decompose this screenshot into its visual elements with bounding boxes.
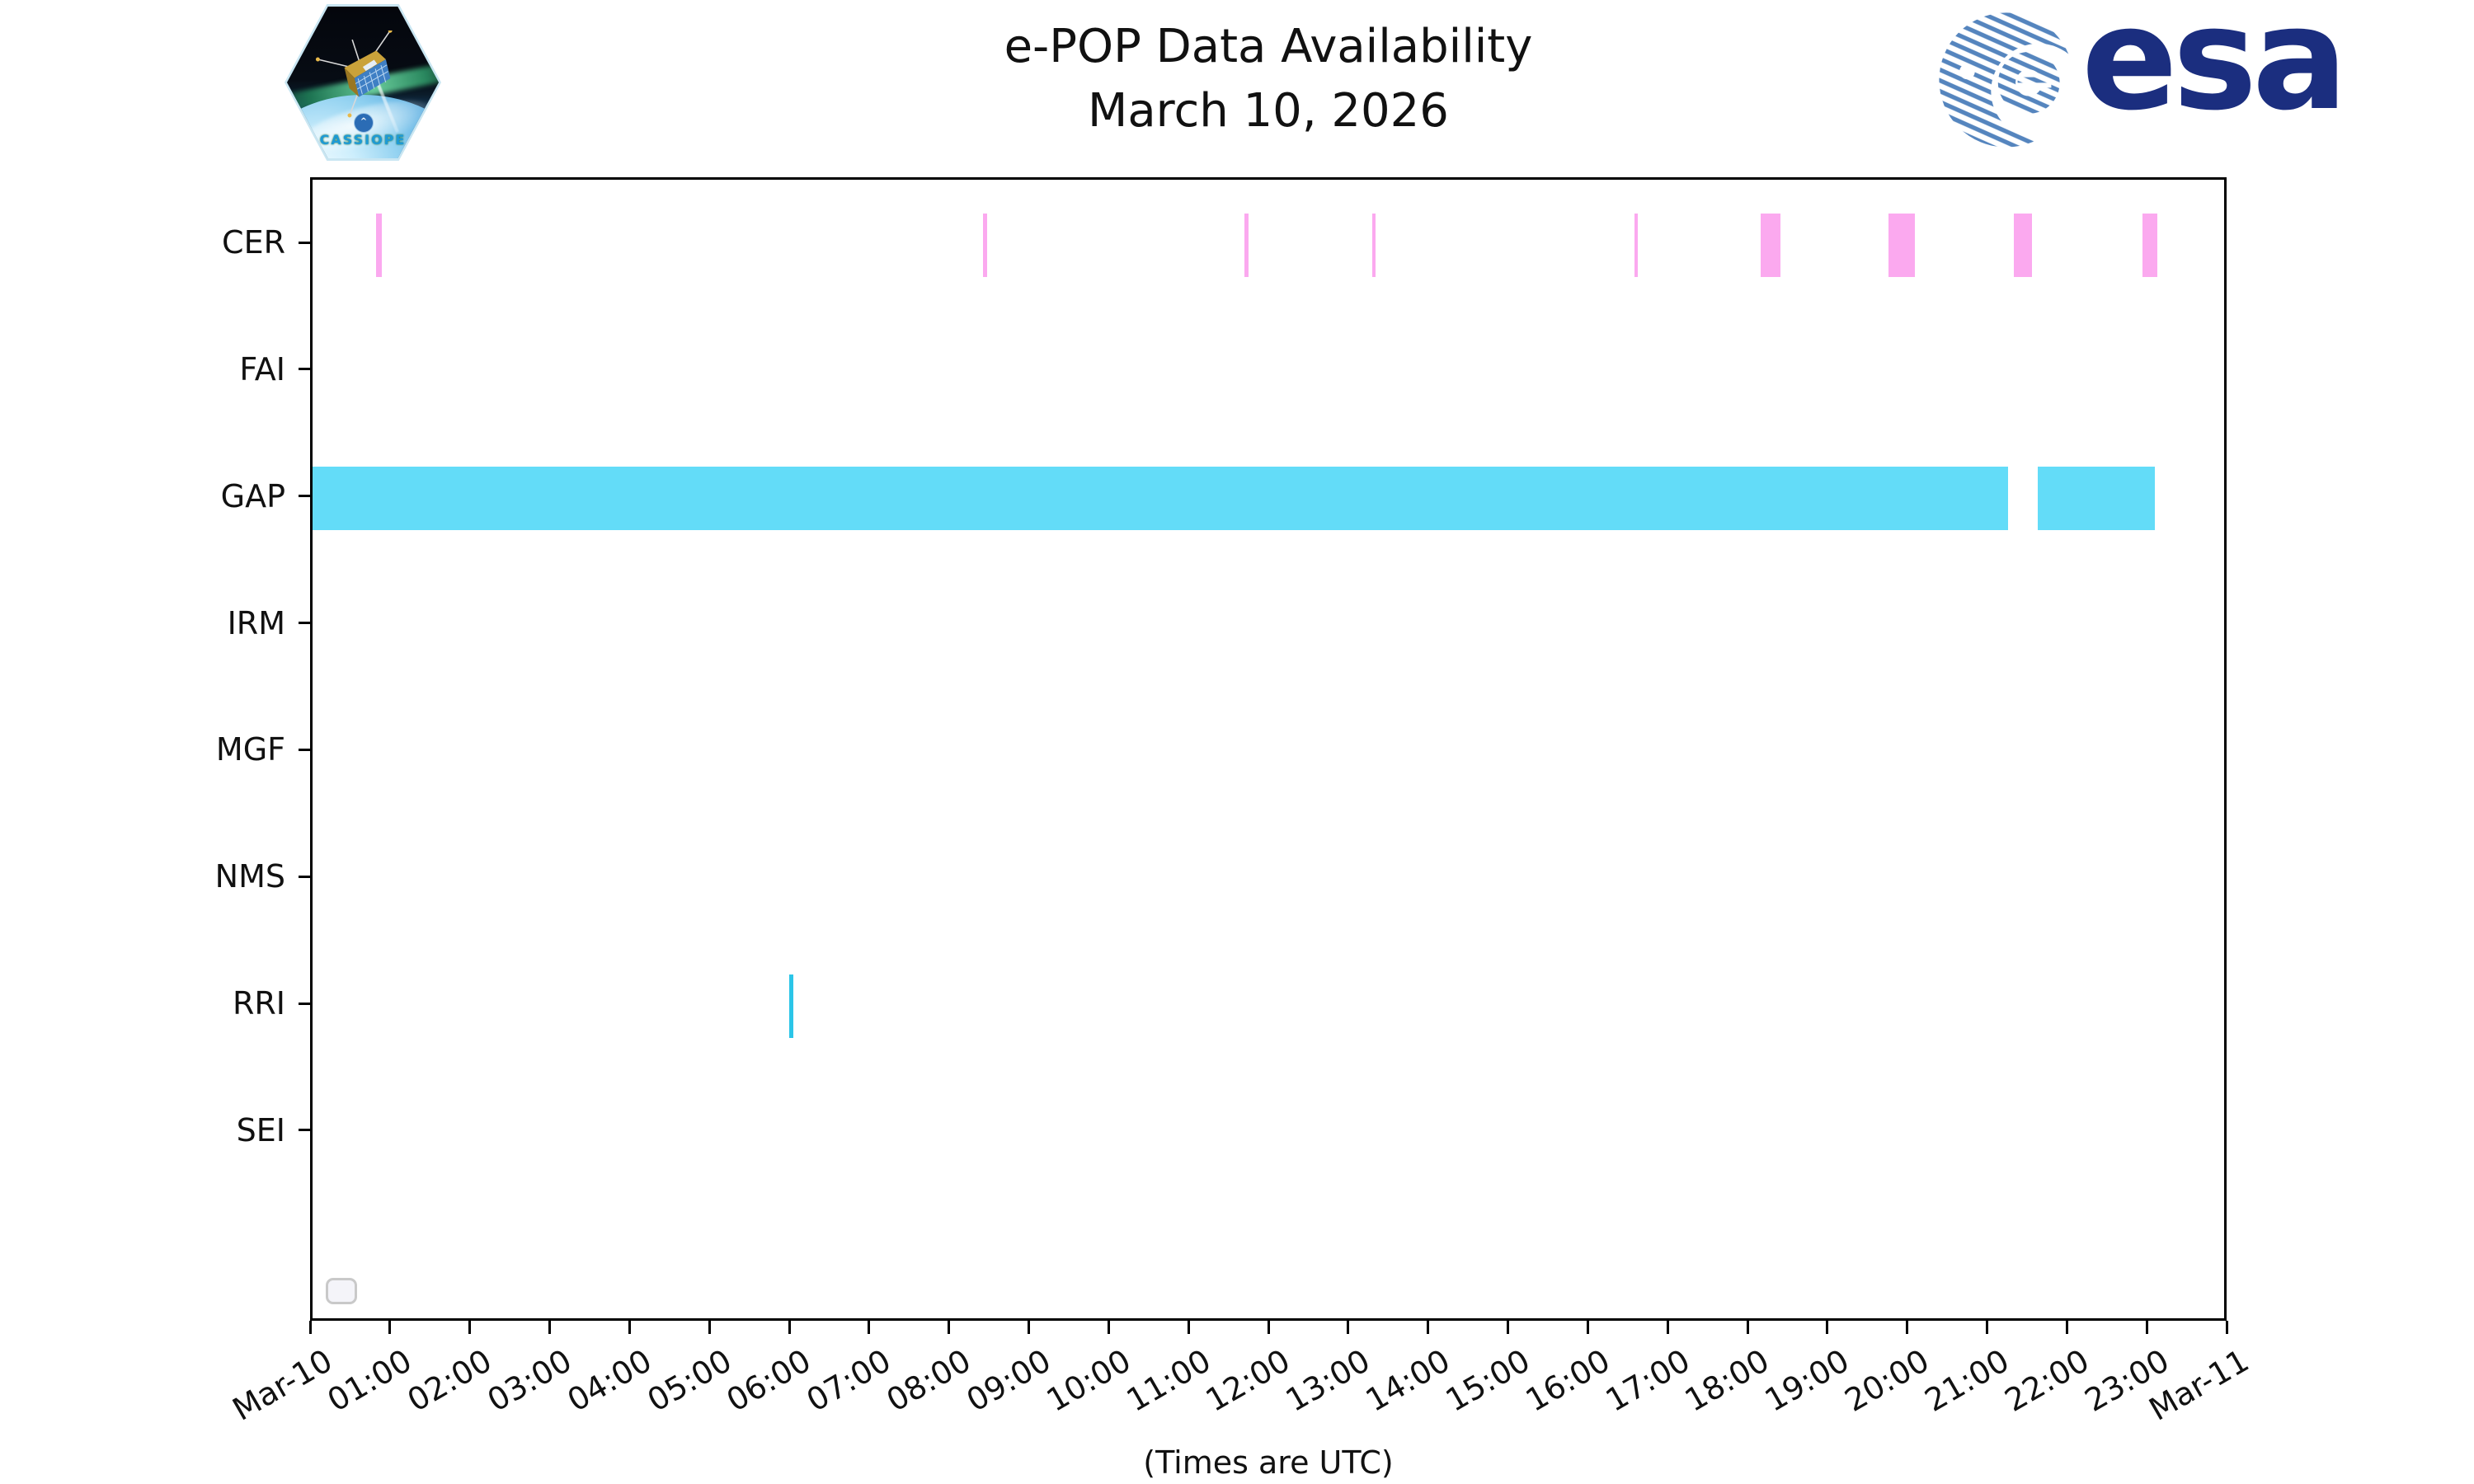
x-tick-mark: [388, 1321, 392, 1334]
x-tick-mark: [868, 1321, 871, 1334]
x-axis-caption: (Times are UTC): [1143, 1444, 1394, 1481]
x-tick-label-2200: 22:00: [1998, 1342, 2095, 1419]
esa-logo: esa: [1936, 0, 2348, 154]
x-tick-mark: [1187, 1321, 1190, 1334]
y-tick-label-rri: RRI: [232, 985, 285, 1022]
y-tick-mark: [299, 495, 310, 498]
availability-bar-cer-2255: [2142, 213, 2157, 277]
availability-bar-cer-0048: [376, 213, 382, 277]
x-tick-label-2000: 20:00: [1838, 1342, 1935, 1419]
x-tick-label-0900: 09:00: [960, 1342, 1057, 1419]
y-tick-label-nms: NMS: [214, 858, 285, 895]
x-tick-mark: [1586, 1321, 1589, 1334]
availability-bar-cer-1944: [1888, 213, 1916, 277]
y-tick-label-cer: CER: [222, 224, 285, 261]
legend-box: [326, 1278, 357, 1304]
x-tick-mark: [1028, 1321, 1030, 1334]
x-tick-label-1100: 11:00: [1120, 1342, 1217, 1419]
x-tick-label-1500: 15:00: [1439, 1342, 1536, 1419]
y-tick-mark: [299, 1129, 310, 1132]
x-tick-mark: [1427, 1321, 1430, 1334]
x-tick-label-0700: 07:00: [801, 1342, 897, 1419]
x-tick-mark: [2145, 1321, 2148, 1334]
x-tick-mark: [2225, 1321, 2228, 1334]
cassiope-wordmark: CASSIOPE: [319, 132, 407, 148]
csa-logo: ^: [354, 112, 374, 133]
y-tick-label-irm: IRM: [227, 604, 285, 641]
x-tick-label-1900: 19:00: [1759, 1342, 1856, 1419]
y-tick-mark: [299, 748, 310, 751]
chart-title-line1: e-POP Data Availability: [1004, 20, 1533, 73]
x-tick-label-0500: 05:00: [641, 1342, 738, 1419]
x-tick-mark: [628, 1321, 631, 1334]
x-tick-label-1400: 14:00: [1359, 1342, 1456, 1419]
x-tick-mark: [1906, 1321, 1909, 1334]
chart-title-line2: March 10, 2026: [1088, 84, 1449, 138]
x-tick-mark: [1347, 1321, 1350, 1334]
x-tick-mark: [1507, 1321, 1509, 1334]
x-tick-mark: [1267, 1321, 1270, 1334]
x-tick-mark: [468, 1321, 472, 1334]
satellite-icon: [316, 31, 393, 118]
x-tick-mark: [1986, 1321, 1988, 1334]
x-tick-mark: [1826, 1321, 1829, 1334]
x-tick-mark: [2065, 1321, 2068, 1334]
availability-bar-gap-0000: [313, 467, 2009, 531]
esa-globe-icon: [1939, 12, 2077, 148]
chart-title: e-POP Data Availability March 10, 2026: [310, 15, 2227, 143]
availability-bar-gap-2136: [2037, 467, 2155, 531]
y-tick-mark: [299, 368, 310, 371]
availability-bar-cer-1808: [1760, 213, 1781, 277]
x-tick-label-0100: 01:00: [322, 1342, 418, 1419]
x-tick-mark: [1666, 1321, 1669, 1334]
x-tick-label-0300: 03:00: [481, 1342, 578, 1419]
x-tick-label-2100: 21:00: [1918, 1342, 2015, 1419]
x-tick-label-0800: 08:00: [880, 1342, 977, 1419]
y-tick-mark: [299, 875, 310, 878]
y-tick-label-sei: SEI: [236, 1111, 285, 1148]
x-tick-mark: [548, 1321, 551, 1334]
x-tick-mark: [1107, 1321, 1110, 1334]
availability-bar-cer-0824: [983, 213, 988, 277]
y-tick-label-mgf: MGF: [215, 731, 285, 768]
x-tick-mark: [1746, 1321, 1749, 1334]
x-tick-label-0600: 06:00: [721, 1342, 817, 1419]
y-tick-mark: [299, 241, 310, 244]
y-tick-mark: [299, 1002, 310, 1005]
x-tick-mark: [308, 1321, 312, 1334]
y-tick-label-gap: GAP: [220, 477, 285, 514]
x-tick-label-1000: 10:00: [1040, 1342, 1137, 1419]
x-tick-label-0400: 04:00: [561, 1342, 658, 1419]
x-tick-label-1700: 17:00: [1599, 1342, 1696, 1419]
y-tick-mark: [299, 622, 310, 625]
x-tick-label-0200: 02:00: [401, 1342, 498, 1419]
esa-wordmark: esa: [2081, 0, 2348, 142]
availability-bar-cer-2118: [2013, 213, 2033, 277]
availability-bar-cer-1140: [1244, 213, 1249, 277]
y-tick-label-fai: FAI: [239, 350, 285, 387]
x-tick-label-1200: 12:00: [1200, 1342, 1296, 1419]
x-tick-mark: [788, 1321, 791, 1334]
availability-bar-rri-0558: [788, 974, 793, 1038]
x-tick-label-mar-10: Mar-10: [226, 1342, 338, 1428]
x-tick-label-1800: 18:00: [1679, 1342, 1776, 1419]
x-tick-label-1600: 16:00: [1519, 1342, 1616, 1419]
plot-area: [310, 177, 2227, 1321]
x-tick-mark: [948, 1321, 951, 1334]
x-tick-label-1300: 13:00: [1280, 1342, 1376, 1419]
x-tick-mark: [708, 1321, 711, 1334]
availability-bar-cer-1316: [1371, 213, 1376, 277]
availability-bar-cer-1633: [1634, 213, 1638, 277]
